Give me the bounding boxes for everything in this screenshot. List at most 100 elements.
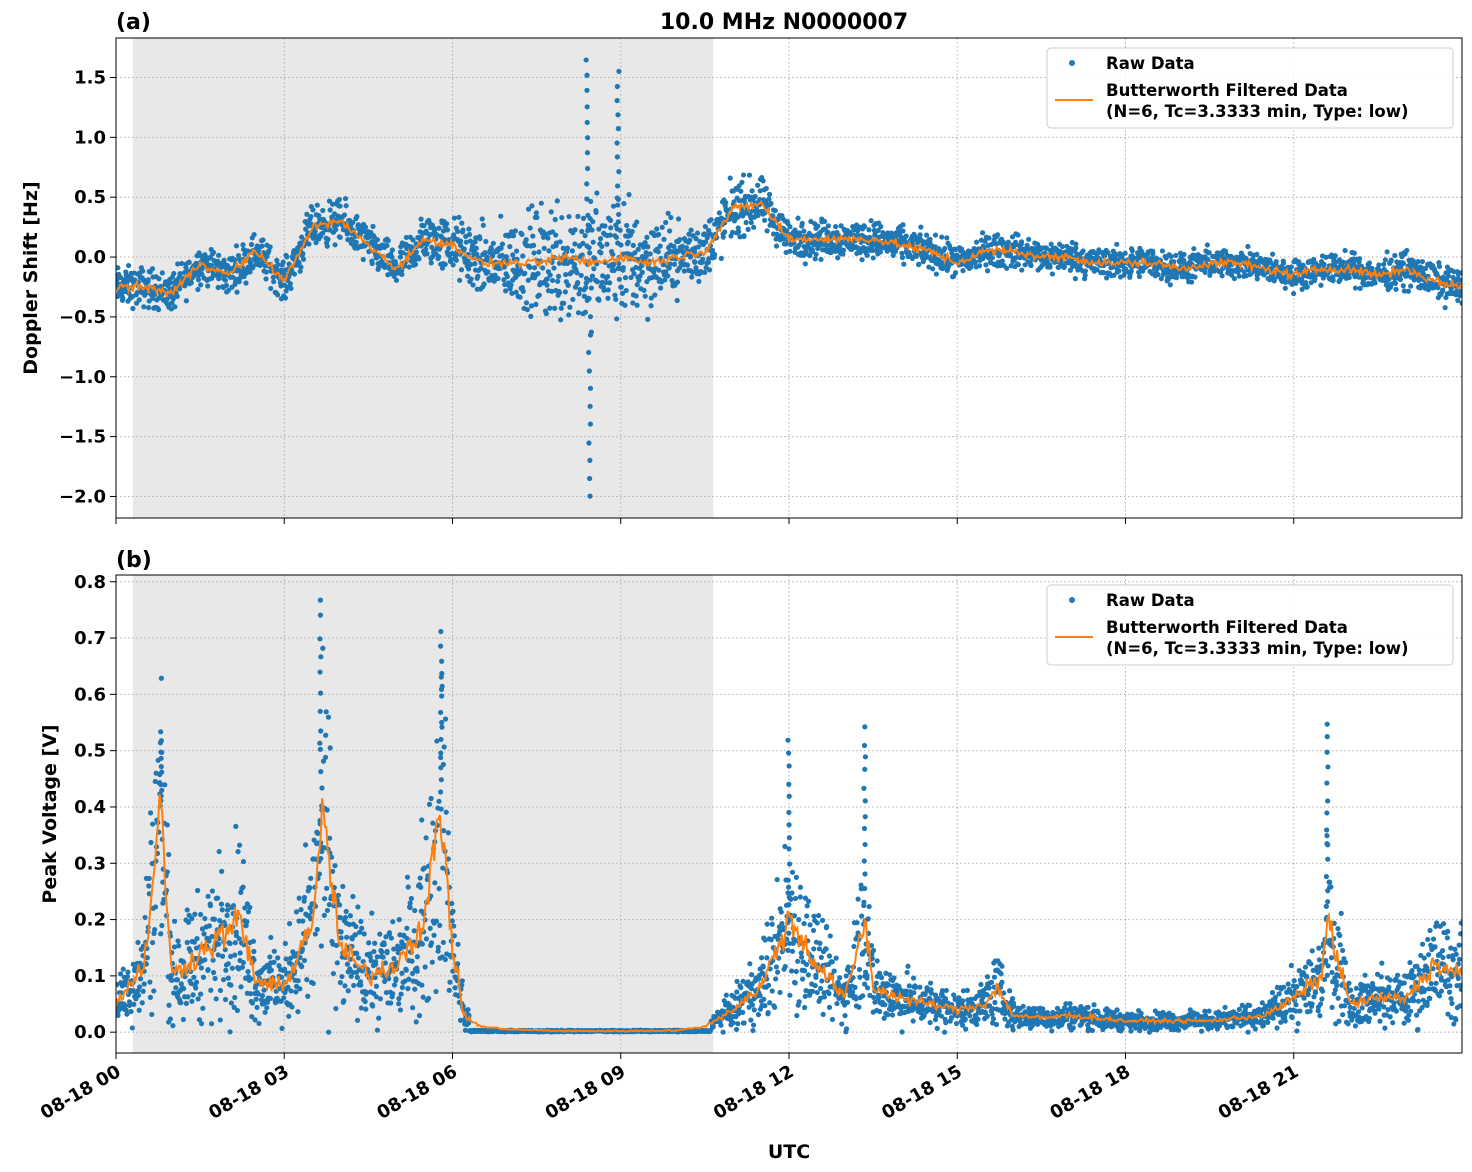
raw-point — [723, 199, 729, 206]
raw-point — [795, 215, 801, 221]
raw-point — [1061, 264, 1067, 270]
raw-point — [376, 1015, 382, 1021]
raw-point — [336, 902, 343, 908]
raw-point — [310, 207, 316, 213]
raw-point — [605, 295, 611, 301]
raw-point — [805, 898, 812, 904]
raw-point — [183, 298, 189, 304]
raw-point — [419, 941, 425, 947]
raw-point — [298, 264, 304, 270]
raw-point — [337, 979, 343, 986]
raw-point — [324, 243, 330, 249]
raw-point — [479, 216, 485, 222]
raw-point — [587, 403, 593, 409]
raw-point — [246, 248, 252, 254]
raw-point — [448, 257, 454, 263]
raw-point — [261, 987, 267, 993]
raw-point — [353, 923, 359, 930]
raw-point — [1114, 241, 1120, 247]
raw-point — [397, 254, 404, 260]
raw-point — [220, 977, 227, 983]
raw-point — [499, 252, 505, 259]
raw-point — [193, 979, 200, 985]
raw-point — [156, 295, 162, 301]
raw-point — [342, 914, 349, 921]
raw-point — [801, 920, 807, 927]
raw-point — [249, 1000, 256, 1006]
raw-point — [300, 250, 306, 257]
raw-point — [1270, 251, 1276, 257]
raw-point — [482, 250, 488, 256]
raw-point — [1165, 276, 1172, 282]
raw-point — [803, 961, 810, 968]
raw-point — [399, 271, 405, 277]
raw-point — [520, 253, 526, 259]
raw-point — [769, 921, 775, 927]
raw-point — [250, 938, 257, 944]
raw-point — [455, 941, 461, 947]
raw-point — [251, 231, 257, 238]
raw-point — [295, 978, 301, 984]
raw-point — [159, 922, 165, 929]
raw-point — [1401, 288, 1407, 294]
raw-point — [253, 996, 259, 1002]
raw-point — [126, 999, 133, 1005]
raw-point — [711, 251, 718, 258]
raw-point — [812, 256, 818, 262]
raw-point — [224, 902, 231, 908]
raw-point — [481, 281, 487, 287]
raw-point — [814, 989, 820, 996]
raw-point — [504, 273, 510, 280]
raw-point — [623, 287, 629, 294]
raw-point — [301, 898, 307, 904]
raw-point — [599, 243, 605, 250]
raw-point — [640, 244, 647, 250]
raw-point — [441, 744, 447, 750]
raw-point — [335, 892, 341, 898]
raw-point — [589, 227, 595, 233]
raw-point — [615, 183, 621, 189]
raw-point — [399, 984, 406, 991]
raw-point — [552, 216, 558, 223]
raw-point — [536, 292, 542, 298]
raw-point — [192, 911, 198, 917]
raw-point — [457, 1017, 464, 1023]
raw-point — [310, 980, 316, 987]
raw-point — [342, 195, 349, 202]
raw-point — [579, 252, 585, 258]
raw-point — [968, 264, 974, 270]
raw-point — [870, 247, 876, 254]
raw-point — [130, 305, 136, 312]
raw-point — [458, 267, 465, 273]
raw-point — [773, 976, 779, 982]
raw-point — [435, 948, 441, 954]
raw-point — [300, 918, 306, 924]
raw-point — [212, 975, 218, 982]
raw-point — [757, 188, 763, 194]
raw-point — [587, 332, 594, 338]
panel-b: 0.00.10.20.30.40.50.60.70.808-18 00 08-18… — [37, 572, 1463, 1124]
raw-point — [459, 982, 465, 988]
raw-point — [466, 226, 472, 232]
raw-point — [587, 277, 593, 283]
raw-point — [333, 1005, 339, 1012]
raw-point — [263, 269, 269, 275]
raw-point — [760, 964, 766, 970]
raw-point — [1282, 279, 1289, 285]
raw-point — [788, 896, 794, 902]
raw-point — [769, 988, 775, 994]
y-tick-label: −1.0 — [59, 367, 106, 388]
raw-point — [661, 236, 667, 242]
raw-point — [299, 964, 305, 970]
raw-point — [439, 719, 445, 726]
raw-point — [405, 884, 411, 890]
raw-point — [446, 245, 452, 251]
raw-point — [417, 875, 423, 881]
raw-point — [247, 269, 253, 275]
raw-point — [901, 261, 907, 267]
raw-point — [414, 968, 420, 974]
raw-point — [866, 227, 872, 233]
raw-point — [240, 960, 247, 966]
panel-label-b: (b) — [116, 548, 152, 573]
raw-point — [657, 243, 663, 249]
